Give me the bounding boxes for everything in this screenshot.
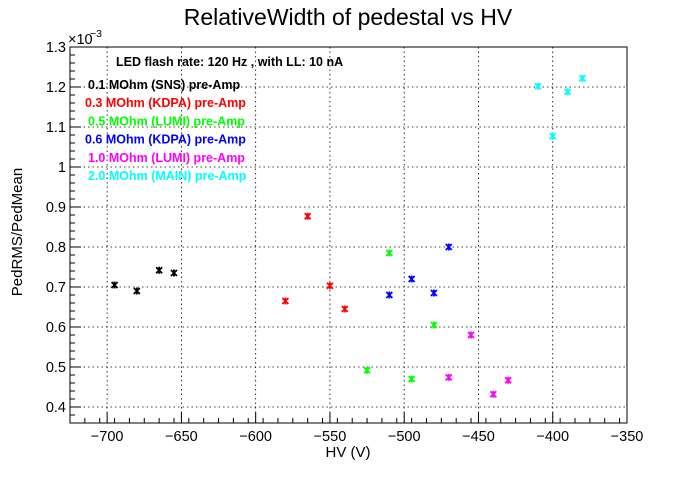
y-tick-label: 0.6 bbox=[46, 320, 66, 336]
x-axis-title: HV (V) bbox=[326, 444, 371, 461]
y-axis-title: PedRMS/PedMean bbox=[9, 168, 26, 296]
data-point bbox=[170, 269, 178, 277]
x-tick-label: −400 bbox=[536, 429, 569, 445]
y-axis-exponent: ×10 −3 bbox=[68, 28, 102, 48]
data-point bbox=[407, 275, 416, 283]
data-point bbox=[155, 266, 163, 274]
plot-frame bbox=[69, 46, 628, 424]
y-tick-label: 0.9 bbox=[46, 200, 66, 216]
data-point bbox=[534, 82, 542, 90]
x-tick-label: −700 bbox=[91, 429, 124, 445]
legend-entry: 0.1 MOhm (SNS) pre-Amp bbox=[88, 78, 240, 92]
data-point bbox=[326, 282, 334, 290]
data-point bbox=[578, 74, 587, 82]
legend-entry: 0.3 MOhm (KDPA) pre-Amp bbox=[85, 96, 246, 110]
legend-entry: 0.6 MOhm (KDPA) pre-Amp bbox=[85, 133, 246, 147]
y-exponent-power: −3 bbox=[90, 28, 102, 40]
y-exponent-base: ×10 bbox=[68, 32, 93, 48]
y-tick-label: 0.5 bbox=[46, 360, 66, 376]
data-point bbox=[133, 287, 141, 295]
x-tick-labels: −700 −650 −600 −550 −500 −450 −400 −350 bbox=[91, 429, 644, 445]
x-tick-label: −550 bbox=[314, 429, 347, 445]
data-points bbox=[110, 74, 587, 398]
data-point bbox=[489, 390, 497, 398]
x-tick-label: −350 bbox=[611, 429, 644, 445]
data-point bbox=[445, 373, 453, 382]
y-tick-label: 1.1 bbox=[46, 120, 66, 136]
data-point bbox=[341, 305, 349, 313]
y-tick-labels: 0.4 0.5 0.6 0.7 0.8 0.9 1 1.1 1.2 1.3 bbox=[46, 40, 66, 416]
y-tick-label: 1.3 bbox=[46, 40, 66, 56]
data-point bbox=[563, 88, 572, 96]
legend: 0.1 MOhm (SNS) pre-Amp 0.3 MOhm (KDPA) pr… bbox=[85, 78, 247, 183]
data-point bbox=[363, 366, 371, 374]
x-tick-label: −500 bbox=[388, 429, 421, 445]
data-point bbox=[504, 376, 512, 384]
chart-title: RelativeWidth of pedestal vs HV bbox=[184, 4, 513, 30]
x-tick-label: −600 bbox=[239, 429, 272, 445]
data-point bbox=[407, 375, 416, 383]
data-point bbox=[549, 132, 557, 140]
legend-entry: 2.0 MOhm (MAIN) pre-Amp bbox=[88, 169, 247, 183]
data-point bbox=[430, 321, 438, 329]
legend-entry: 0.5 MOhm (LUMI) pre-Amp bbox=[88, 114, 245, 128]
data-point bbox=[304, 212, 312, 220]
x-tick-label: −450 bbox=[462, 429, 495, 445]
data-point bbox=[385, 249, 393, 257]
y-tick-label: 0.4 bbox=[46, 400, 66, 416]
data-point bbox=[110, 281, 119, 289]
data-point bbox=[467, 331, 475, 339]
data-point bbox=[281, 297, 290, 305]
data-point bbox=[445, 243, 453, 251]
x-tick-label: −650 bbox=[165, 429, 198, 445]
y-tick-label: 0.7 bbox=[46, 280, 66, 296]
y-tick-label: 1.2 bbox=[46, 80, 66, 96]
y-tick-label: 1 bbox=[58, 160, 66, 176]
axis-ticks bbox=[69, 46, 628, 424]
legend-entry: 1.0 MOhm (LUMI) pre-Amp bbox=[88, 151, 245, 165]
data-point bbox=[430, 289, 438, 297]
data-point bbox=[385, 291, 393, 299]
legend-annotation: LED flash rate: 120 Hz , with LL: 10 nA bbox=[116, 55, 343, 69]
y-tick-label: 0.8 bbox=[46, 240, 66, 256]
